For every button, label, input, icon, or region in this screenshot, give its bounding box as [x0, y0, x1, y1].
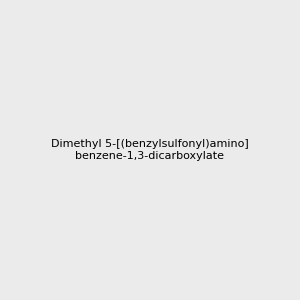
Text: Dimethyl 5-[(benzylsulfonyl)amino]
benzene-1,3-dicarboxylate: Dimethyl 5-[(benzylsulfonyl)amino] benze…	[51, 139, 249, 161]
